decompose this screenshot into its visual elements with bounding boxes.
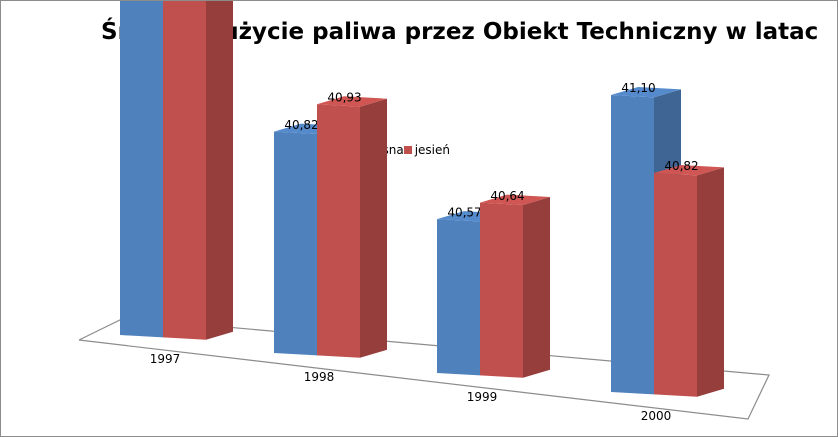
x-tick-label-1998: 1998 — [304, 370, 335, 384]
bar-front-1997-wiosna — [120, 1, 163, 338]
x-tick-label-1997: 1997 — [150, 352, 181, 366]
bar-front-1998-wiosna — [274, 131, 317, 356]
bar-front-1999-wiosna — [437, 219, 480, 376]
data-label-1998-jesień: 40,93 — [327, 91, 361, 105]
bar-top-1999-jesień — [480, 194, 550, 205]
bar-top-1998-jesień — [317, 96, 387, 107]
bar-side-1999-jesień — [523, 197, 550, 378]
data-label-2000-jesień: 40,82 — [664, 159, 698, 173]
bar-top-2000-wiosna — [611, 87, 681, 98]
bar-front-2000-wiosna — [611, 95, 654, 395]
bar-side-1997-jesień — [206, 1, 233, 340]
legend-entry-jesien: jesień — [403, 143, 450, 157]
bar-front-1999-jesień — [480, 202, 523, 378]
data-label-2000-wiosna: 41,10 — [621, 81, 655, 95]
bar-front-1998-jesień — [317, 104, 360, 358]
data-label-1999-wiosna: 40,57 — [447, 205, 481, 219]
bar-side-1998-jesień — [360, 98, 387, 358]
bar-front-1997-jesień — [163, 1, 206, 340]
bar-front-2000-jesień — [654, 173, 697, 397]
bar-side-2000-jesień — [697, 167, 724, 397]
x-tick-label-2000: 2000 — [641, 409, 672, 423]
data-label-1998-wiosna: 40,82 — [284, 118, 318, 132]
x-tick-label-1999: 1999 — [467, 390, 498, 404]
bar-top-2000-jesień — [654, 165, 724, 176]
legend-label-jesien: jesień — [414, 143, 450, 157]
legend-swatch-jesien — [403, 146, 412, 154]
data-label-1999-jesień: 40,64 — [490, 189, 524, 203]
floor-plane — [78, 317, 770, 420]
